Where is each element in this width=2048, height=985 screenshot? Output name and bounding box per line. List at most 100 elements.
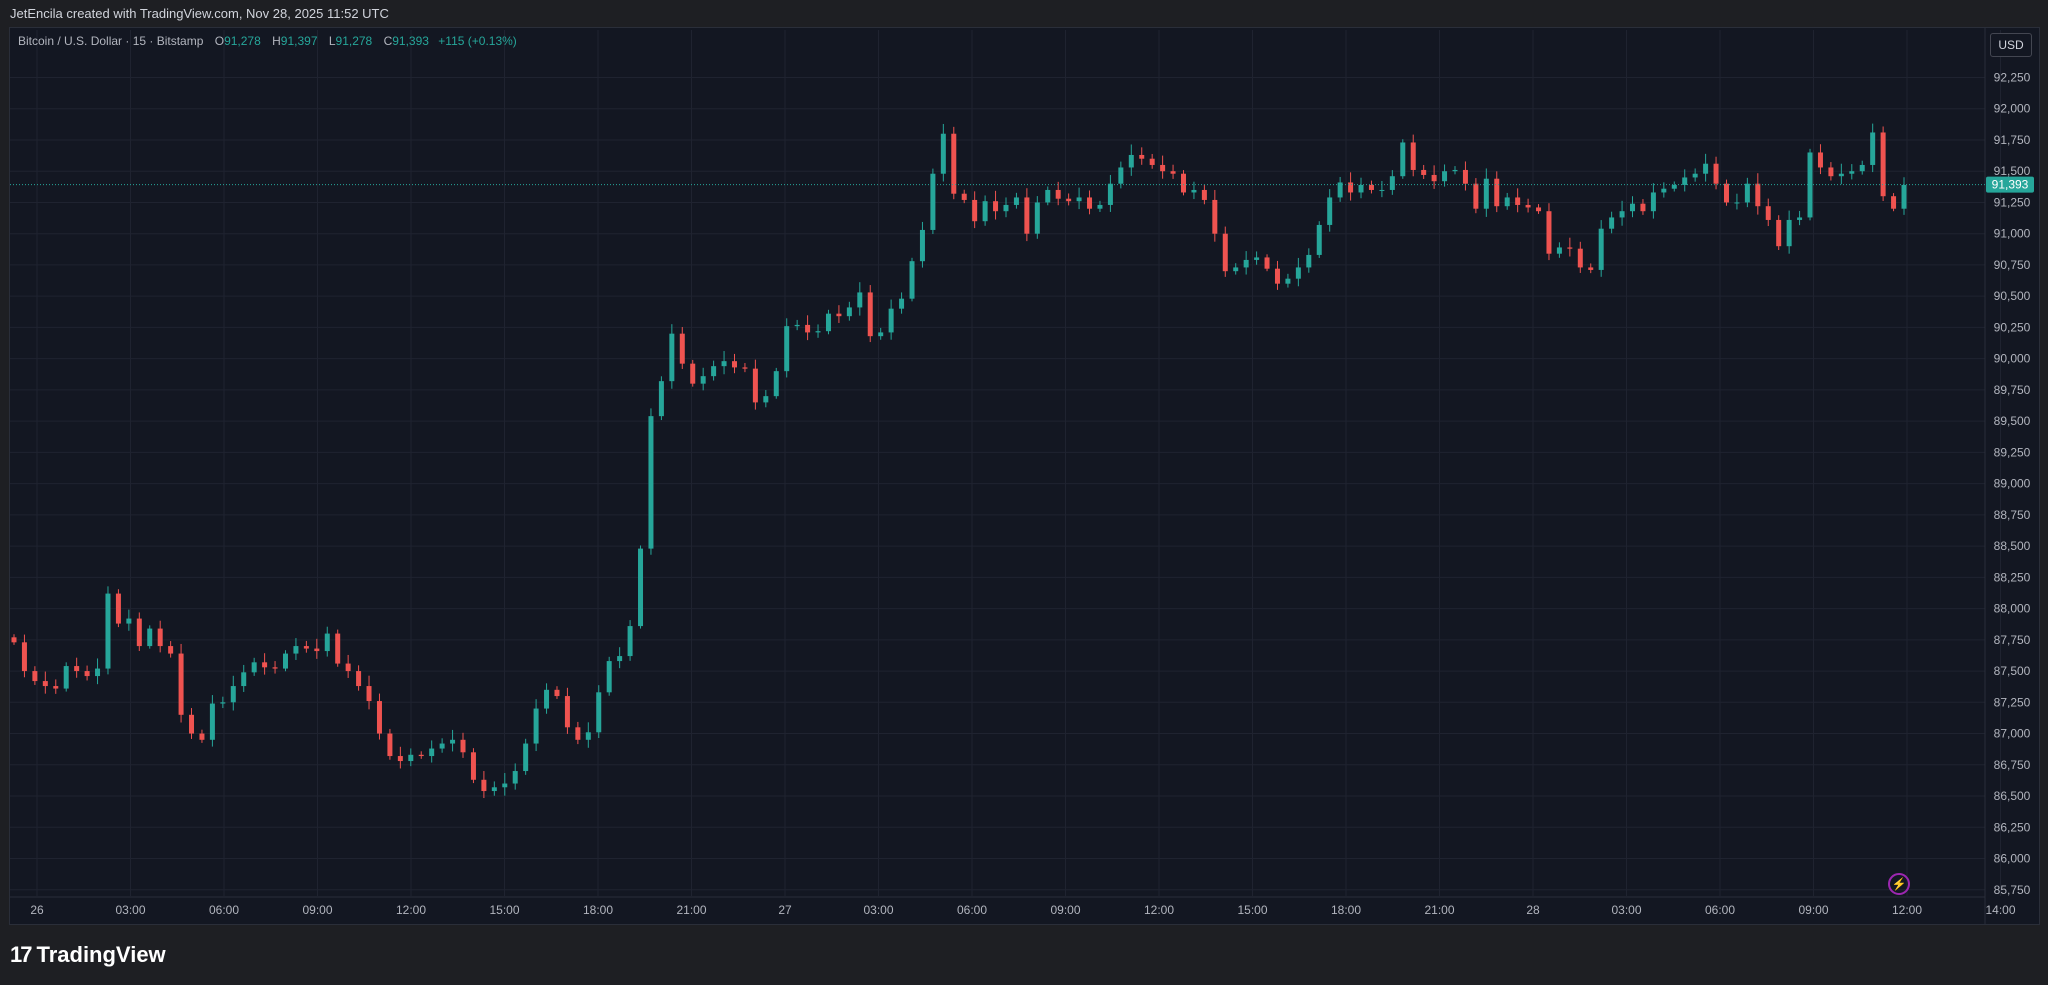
x-tick-label: 27 xyxy=(778,903,792,917)
candle-body xyxy=(1295,267,1301,279)
candle-body xyxy=(1525,204,1531,208)
candle-body xyxy=(731,361,737,368)
candle-body xyxy=(1400,142,1406,177)
candle-body xyxy=(1515,197,1521,205)
tradingview-logo[interactable]: 17 TradingView xyxy=(10,940,166,970)
candle-body xyxy=(1327,197,1333,225)
candle-body xyxy=(1609,217,1615,229)
candle-body xyxy=(606,661,612,693)
candle-body xyxy=(251,662,257,673)
candle-body xyxy=(1139,154,1145,159)
candle-body xyxy=(1212,199,1218,234)
candle-body xyxy=(1776,219,1782,247)
candle-body xyxy=(742,367,748,369)
candle-body xyxy=(899,298,905,309)
brand-name: TradingView xyxy=(36,942,166,967)
attribution-bar: JetEncila created with TradingView.com, … xyxy=(0,0,2048,27)
y-tick-label: 86,500 xyxy=(1994,789,2031,803)
candle-body xyxy=(335,633,341,664)
candle-body xyxy=(1233,267,1239,272)
candle-body xyxy=(972,199,978,222)
candle-body xyxy=(1483,178,1489,209)
price-chart[interactable]: 85,750 86,000 86,250 86,500 86,750 87,000 87,2… xyxy=(0,0,2048,925)
candle-body xyxy=(1452,169,1458,172)
candle-body xyxy=(1003,204,1009,212)
candle-body xyxy=(1536,207,1542,212)
candle-body xyxy=(784,326,790,372)
candle-body xyxy=(951,133,957,194)
candle-body xyxy=(178,653,184,715)
candle-body xyxy=(523,743,529,772)
candle-body xyxy=(638,548,644,627)
low-label: L xyxy=(328,34,336,48)
candle-body xyxy=(42,681,48,687)
candle-body xyxy=(1859,164,1865,172)
candle-body xyxy=(397,756,403,762)
y-tick-label: 91,750 xyxy=(1994,133,2031,147)
candle-body xyxy=(95,668,101,677)
chart-pane[interactable] xyxy=(9,27,2040,925)
y-tick-label: 88,750 xyxy=(1994,508,2031,522)
x-tick-label: 15:00 xyxy=(1237,903,1267,917)
candle-body xyxy=(752,368,758,403)
x-tick-label: 09:00 xyxy=(1798,903,1828,917)
candle-body xyxy=(930,173,936,230)
candle-body xyxy=(669,333,675,382)
candle-body xyxy=(794,324,800,327)
open-value: 91,278 xyxy=(224,34,261,48)
candle-body xyxy=(293,646,299,654)
candle-body xyxy=(356,671,362,687)
candle-body xyxy=(585,732,591,740)
candle-body xyxy=(1024,197,1030,234)
candle-body xyxy=(1880,132,1886,197)
y-tick-label: 87,750 xyxy=(1994,633,2031,647)
x-tick-label: 21:00 xyxy=(1424,903,1454,917)
candle-body xyxy=(836,313,842,317)
candle-body xyxy=(345,663,351,672)
candle-body xyxy=(1682,177,1688,185)
x-tick-label: 21:00 xyxy=(676,903,706,917)
close-label: C xyxy=(383,34,393,48)
candle-body xyxy=(773,371,779,397)
candle-body xyxy=(1128,154,1134,168)
x-tick-label: 26 xyxy=(30,903,44,917)
candle-body xyxy=(418,754,424,757)
candle-body xyxy=(189,714,195,734)
candle-body xyxy=(376,701,382,734)
y-tick-label: 89,500 xyxy=(1994,414,2031,428)
last-price-badge xyxy=(1986,176,2034,193)
candle-body xyxy=(1316,224,1322,255)
candle-body xyxy=(1473,183,1479,209)
candle-body xyxy=(1191,189,1197,193)
candle-body xyxy=(993,201,999,212)
candle-body xyxy=(1181,173,1187,193)
tv-logo-icon: 17 xyxy=(10,942,33,967)
y-tick-label: 91,000 xyxy=(1994,227,2031,241)
y-tick-label: 86,250 xyxy=(1994,820,2031,834)
candle-body xyxy=(721,361,727,367)
candle-body xyxy=(1619,211,1625,218)
candle-body xyxy=(241,672,247,687)
candle-body xyxy=(1368,184,1374,190)
candle-body xyxy=(648,416,654,549)
candle-body xyxy=(1630,203,1636,212)
candle-body xyxy=(1567,247,1573,249)
candle-body xyxy=(679,333,685,364)
candle-body xyxy=(815,331,821,333)
candle-body xyxy=(1107,183,1113,205)
x-tick-label: 12:00 xyxy=(1144,903,1174,917)
candle-body xyxy=(554,689,560,697)
lightning-icon[interactable]: ⚡ xyxy=(1888,873,1910,895)
candle-body xyxy=(533,708,539,744)
y-tick-label: 91,500 xyxy=(1994,164,2031,178)
candle-body xyxy=(1849,171,1855,174)
symbol-legend: Bitcoin / U.S. Dollar · 15 · Bitstamp O9… xyxy=(18,34,517,48)
candle-body xyxy=(1494,178,1500,207)
currency-button[interactable]: USD xyxy=(1990,33,2032,57)
candle-body xyxy=(282,653,288,669)
candle-body xyxy=(1034,202,1040,234)
y-tick-label: 91,250 xyxy=(1994,195,2031,209)
candle-body xyxy=(1650,192,1656,212)
candle-body xyxy=(1055,189,1061,199)
candle-body xyxy=(1692,173,1698,178)
